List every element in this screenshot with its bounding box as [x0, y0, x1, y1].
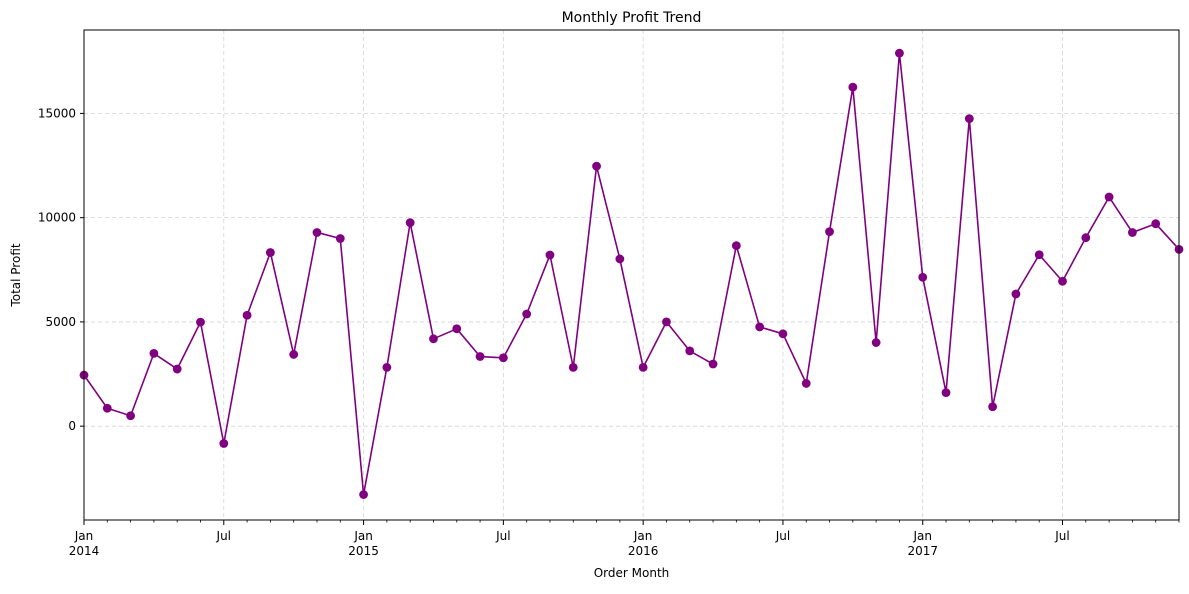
x-tick-label: Jul [775, 529, 790, 543]
data-point [1058, 276, 1067, 286]
x-tick-label: Jul [495, 529, 510, 543]
data-point [219, 439, 229, 448]
axes [80, 112, 1180, 525]
data-point [848, 82, 858, 92]
data-point [941, 388, 951, 397]
data-point [522, 309, 532, 319]
x-tick-year-label: 2014 [69, 544, 100, 558]
grid-lines [83, 30, 1179, 520]
y-tick-label: 15000 [38, 106, 76, 120]
data-point [405, 218, 415, 228]
data-point [638, 362, 648, 372]
data-point [312, 228, 322, 237]
x-tick-year-label: 2016 [628, 544, 659, 558]
data-point [592, 161, 601, 171]
data-point [359, 490, 368, 499]
data-point [475, 352, 485, 361]
data-point [568, 362, 578, 372]
data-point [382, 362, 392, 372]
x-tick-label: Jul [216, 529, 231, 543]
data-point [1034, 250, 1044, 260]
profit-line [83, 52, 1180, 496]
data-point [708, 359, 718, 369]
data-point [1151, 219, 1161, 229]
x-tick-year-label: 2015 [348, 544, 379, 558]
chart-title: Monthly Profit Trend [562, 10, 702, 26]
data-point [918, 272, 928, 282]
x-tick-year-label: 2017 [907, 544, 938, 558]
data-point [242, 310, 252, 320]
plot-frame [83, 29, 1180, 521]
data-point [801, 379, 811, 388]
data-point [196, 317, 205, 327]
data-point [615, 254, 625, 264]
data-point [335, 234, 345, 243]
data-point [265, 248, 275, 257]
data-point [778, 329, 788, 339]
data-point [102, 403, 112, 413]
data-point [1081, 233, 1091, 243]
x-tick-label: Jan [74, 529, 94, 543]
data-point [662, 317, 671, 327]
data-point [964, 114, 974, 124]
data-point [149, 349, 159, 358]
data-point [1128, 228, 1137, 237]
x-tick-label: Jan [633, 529, 653, 543]
data-point [498, 353, 508, 363]
data-point [289, 350, 299, 359]
y-tick-label: 10000 [38, 211, 76, 225]
data-point [1011, 289, 1021, 299]
y-tick-label: 0 [68, 419, 76, 433]
data-point [988, 402, 998, 412]
profit-series [79, 48, 1184, 499]
y-axis-label: Total Profit [9, 243, 23, 307]
x-tick-label: Jan [353, 529, 373, 543]
y-tick-label: 5000 [45, 315, 76, 329]
data-point [126, 411, 135, 421]
data-point [871, 338, 881, 347]
data-point [685, 346, 695, 356]
data-point [429, 334, 438, 344]
data-point [755, 322, 765, 332]
data-point [1104, 192, 1114, 202]
data-point [172, 364, 182, 374]
data-point [452, 324, 462, 334]
data-point [731, 241, 741, 251]
x-axis-label: Order Month [594, 566, 670, 580]
x-tick-label: Jan [912, 529, 932, 543]
data-point [825, 227, 834, 237]
data-point [895, 48, 904, 58]
data-point [545, 250, 555, 260]
x-tick-label: Jul [1054, 529, 1069, 543]
